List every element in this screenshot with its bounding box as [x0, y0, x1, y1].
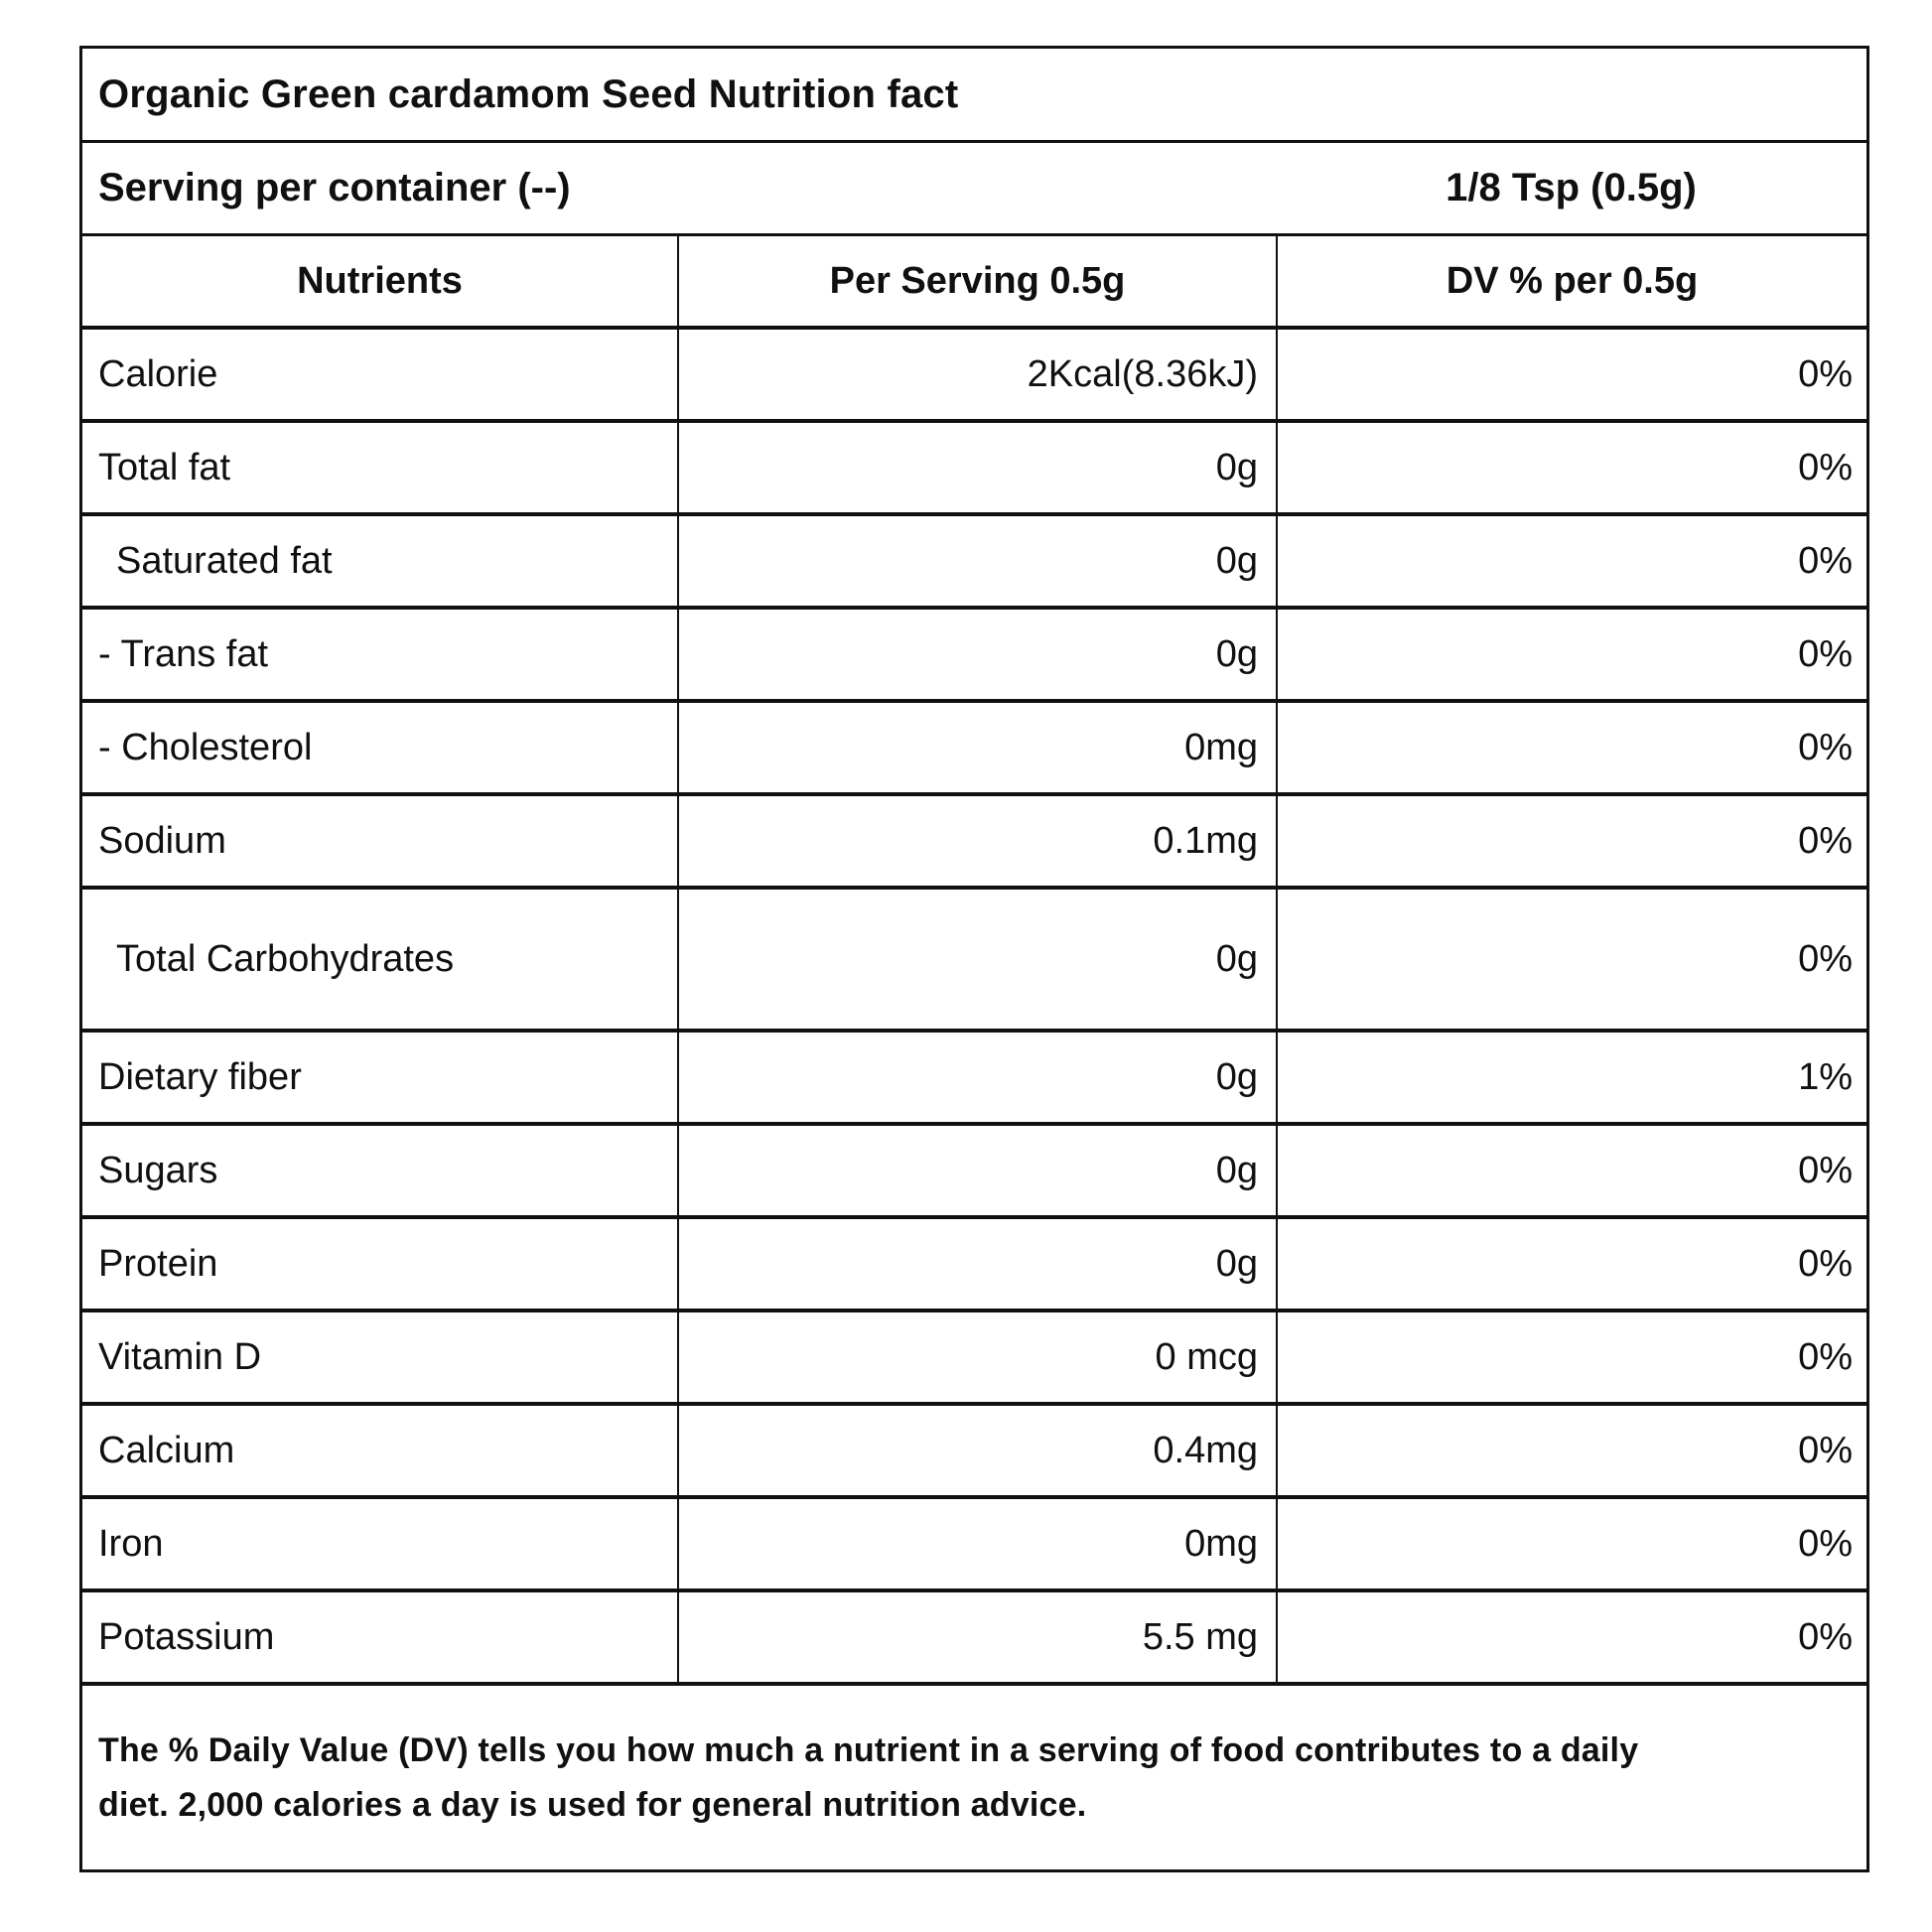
per-serving-value-cell: 0mg — [677, 703, 1276, 792]
per-serving-value-cell: 0g — [677, 890, 1276, 1029]
nutrient-name-cell: Potassium — [98, 1615, 275, 1658]
table-row: - Trans fat 0g 0% — [82, 606, 1866, 699]
column-header-nutrients: Nutrients — [297, 259, 463, 302]
table-row: Total Carbohydrates 0g 0% — [82, 886, 1866, 1029]
dv-percent-value-cell: 0% — [1276, 1219, 1866, 1309]
table-row: Potassium 5.5 mg 0% — [82, 1588, 1866, 1682]
per-serving-value-cell: 2Kcal(8.36kJ) — [677, 330, 1276, 419]
nutrient-name-cell: Total Carbohydrates — [116, 937, 455, 980]
dv-percent-value-cell: 1% — [1276, 1033, 1866, 1122]
dv-percent-value-cell: 0% — [1276, 703, 1866, 792]
nutrient-name-cell: Protein — [98, 1242, 218, 1285]
per-serving-value-cell: 0g — [677, 1219, 1276, 1309]
table-row: Vitamin D 0 mcg 0% — [82, 1309, 1866, 1402]
dv-percent-value-cell: 0% — [1276, 516, 1866, 606]
table-row: Iron 0mg 0% — [82, 1495, 1866, 1588]
column-header-dv-percent: DV % per 0.5g — [1276, 236, 1866, 326]
nutrient-name-cell: - Cholesterol — [98, 726, 313, 768]
nutrient-name-cell: Sugars — [98, 1149, 218, 1191]
nutrition-facts-table: Organic Green cardamom Seed Nutrition fa… — [79, 46, 1869, 1872]
nutrient-name-cell: - Trans fat — [98, 632, 269, 675]
footnote-line-1: The % Daily Value (DV) tells you how muc… — [98, 1731, 1639, 1770]
table-row: Sugars 0g 0% — [82, 1122, 1866, 1215]
column-header-per-serving: Per Serving 0.5g — [677, 236, 1276, 326]
per-serving-value-cell: 0.1mg — [677, 796, 1276, 886]
dv-percent-value-cell: 0% — [1276, 1312, 1866, 1402]
serving-row: Serving per container (--) 1/8 Tsp (0.5g… — [82, 140, 1866, 233]
dv-percent-value-cell: 0% — [1276, 610, 1866, 699]
per-serving-value-cell: 0g — [677, 1033, 1276, 1122]
nutrient-name-cell: Saturated fat — [116, 539, 333, 582]
serving-size-value: 1/8 Tsp (0.5g) — [1446, 166, 1697, 209]
dv-percent-value-cell: 0% — [1276, 1592, 1866, 1682]
table-row: Calorie 2Kcal(8.36kJ) 0% — [82, 326, 1866, 419]
table-row: Dietary fiber 0g 1% — [82, 1029, 1866, 1122]
table-row: Total fat 0g 0% — [82, 419, 1866, 512]
table-row: Calcium 0.4mg 0% — [82, 1402, 1866, 1495]
dv-percent-value-cell: 0% — [1276, 423, 1866, 512]
nutrient-name-cell: Vitamin D — [98, 1335, 262, 1378]
dv-percent-value-cell: 0% — [1276, 890, 1866, 1029]
per-serving-value-cell: 5.5 mg — [677, 1592, 1276, 1682]
nutrient-name-cell: Dietary fiber — [98, 1055, 302, 1098]
per-serving-value-cell: 0g — [677, 516, 1276, 606]
dv-percent-value-cell: 0% — [1276, 1406, 1866, 1495]
per-serving-value-cell: 0g — [677, 1126, 1276, 1215]
nutrient-name-cell: Sodium — [98, 819, 226, 862]
nutrient-name-cell: Total fat — [98, 446, 231, 488]
per-serving-value-cell: 0mg — [677, 1499, 1276, 1588]
dv-percent-value-cell: 0% — [1276, 330, 1866, 419]
dv-percent-value-cell: 0% — [1276, 1126, 1866, 1215]
per-serving-value-cell: 0 mcg — [677, 1312, 1276, 1402]
nutrient-name-cell: Calorie — [98, 352, 218, 395]
daily-value-footnote: The % Daily Value (DV) tells you how muc… — [82, 1682, 1866, 1869]
dv-percent-value-cell: 0% — [1276, 1499, 1866, 1588]
per-serving-value-cell: 0g — [677, 423, 1276, 512]
table-title-row: Organic Green cardamom Seed Nutrition fa… — [82, 49, 1866, 140]
per-serving-value-cell: 0.4mg — [677, 1406, 1276, 1495]
table-row: - Cholesterol 0mg 0% — [82, 699, 1866, 792]
table-title: Organic Green cardamom Seed Nutrition fa… — [98, 71, 959, 116]
nutrient-name-cell: Calcium — [98, 1429, 235, 1471]
serving-per-container-label: Serving per container (--) — [98, 166, 571, 209]
per-serving-value-cell: 0g — [677, 610, 1276, 699]
dv-percent-value-cell: 0% — [1276, 796, 1866, 886]
table-row: Protein 0g 0% — [82, 1215, 1866, 1309]
column-header-row: Nutrients Per Serving 0.5g DV % per 0.5g — [82, 233, 1866, 326]
footnote-line-2: diet. 2,000 calories a day is used for g… — [98, 1785, 1087, 1824]
nutrient-name-cell: Iron — [98, 1522, 164, 1565]
table-row: Sodium 0.1mg 0% — [82, 792, 1866, 886]
table-row: Saturated fat 0g 0% — [82, 512, 1866, 606]
